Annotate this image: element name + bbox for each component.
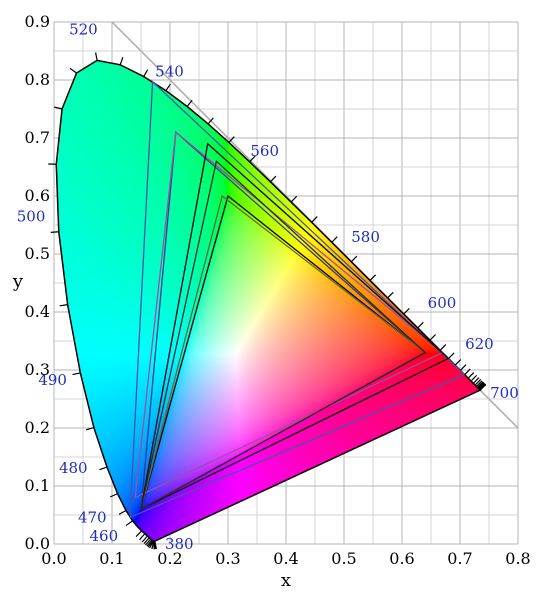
gamut-triangle [134, 130, 444, 499]
wavelength-tick [149, 540, 154, 549]
wavelength-tick [145, 538, 152, 546]
wavelength-tick [290, 195, 298, 203]
wavelength-tick [151, 541, 155, 550]
wavelength-tick [118, 509, 127, 515]
wavelength-label: 700 [490, 384, 519, 402]
y-tick-label: 0.1 [25, 476, 50, 495]
wavelength-label: 580 [351, 228, 380, 246]
wavelength-tick [470, 374, 478, 382]
wavelength-tick [403, 307, 410, 315]
wavelength-tick [143, 69, 149, 77]
gamut-triangles [129, 80, 466, 519]
wavelength-tick [146, 539, 153, 547]
wavelength-tick [249, 155, 256, 163]
spectral-locus [55, 59, 482, 542]
wavelength-tick [85, 427, 95, 431]
wavelength-tick [139, 533, 146, 541]
wavelength-tick [429, 334, 437, 341]
gamut-triangle [129, 80, 466, 519]
wavelength-tick [448, 352, 455, 359]
y-tick-label: 0.4 [25, 302, 50, 321]
wavelength-ticks [48, 52, 487, 550]
wavelength-label: 520 [69, 20, 98, 38]
wavelength-tick [459, 364, 467, 371]
wavelength-tick [141, 535, 148, 543]
wavelength-tick [472, 377, 480, 384]
wavelength-label: 490 [38, 371, 67, 389]
y-tick-label: 0.0 [25, 534, 50, 553]
wavelength-label: 540 [155, 63, 184, 81]
x-tick-label: 0.8 [505, 549, 530, 568]
spectral-locus-layer [55, 59, 482, 542]
wavelength-tick [135, 530, 143, 538]
x-tick-label: 0.3 [215, 549, 240, 568]
y-tick-label: 0.6 [25, 186, 50, 205]
wavelength-tick [119, 57, 124, 66]
wavelength-label: 380 [165, 535, 194, 553]
wavelength-tick [50, 231, 59, 233]
wavelength-tick [125, 520, 133, 526]
y-tick-label: 0.5 [25, 244, 50, 263]
wavelength-tick [165, 83, 171, 92]
x-tick-label: 0.2 [157, 549, 182, 568]
wavelength-tick [476, 381, 484, 388]
wavelength-tick [474, 378, 482, 386]
wavelength-tick [467, 372, 475, 379]
wavelength-tick [72, 372, 81, 376]
wavelength-tick [369, 274, 377, 281]
wavelength-tick [186, 99, 193, 107]
wavelength-tick [95, 52, 98, 61]
wavelength-tick [387, 291, 394, 299]
wavelength-label: 620 [465, 335, 494, 353]
wavelength-label: 560 [250, 142, 279, 160]
wavelength-label: 500 [17, 208, 46, 226]
wavelength-tick [143, 537, 150, 545]
wavelength-label: 600 [428, 294, 457, 312]
wavelength-tick [147, 540, 154, 548]
wavelength-tick [350, 255, 358, 263]
x-tick-label: 0.7 [447, 549, 472, 568]
x-tick-label: 0.4 [273, 549, 298, 568]
wavelength-tick [479, 384, 487, 391]
wavelength-tick [59, 304, 68, 307]
wavelength-tick [69, 67, 77, 74]
wavelength-tick [311, 216, 318, 223]
wavelength-tick [477, 381, 485, 389]
wavelength-tick [475, 380, 483, 387]
y-axis-label: y [12, 271, 24, 292]
x-tick-labels: 0.0 0.1 0.2 0.3 0.4 0.5 0.6 0.7 0.8 [41, 549, 530, 568]
gamut-triangle [140, 142, 450, 511]
wavelength-tick [54, 106, 63, 110]
wavelength-label: 480 [59, 459, 88, 477]
wavelength-label: 470 [78, 508, 107, 526]
y-tick-label: 0.2 [25, 418, 50, 437]
wavelength-tick [228, 136, 235, 143]
y-tick-label: 0.3 [25, 360, 50, 379]
wavelength-tick [207, 117, 214, 125]
wavelength-tick [269, 175, 277, 183]
y-tick-label: 0.7 [25, 128, 50, 147]
y-tick-label: 0.8 [25, 70, 50, 89]
x-axis-label: x [281, 570, 291, 591]
wavelength-tick [331, 236, 338, 243]
wavelength-tick [99, 466, 108, 471]
x-tick-label: 0.0 [41, 549, 66, 568]
x-tick-label: 0.5 [331, 549, 356, 568]
wavelength-tick [109, 493, 118, 498]
x-tick-label: 0.1 [99, 549, 124, 568]
wavelength-tick [417, 321, 424, 329]
gamut-triangle [140, 159, 427, 511]
y-tick-label: 0.9 [25, 12, 50, 31]
wavelength-tick [439, 344, 447, 351]
wavelength-label: 460 [90, 527, 119, 545]
y-tick-labels: 0.0 0.1 0.2 0.3 0.4 0.5 0.6 0.7 0.8 0.9 [25, 12, 50, 553]
x-tick-label: 0.6 [389, 549, 414, 568]
wavelength-tick [464, 368, 471, 376]
wavelength-tick [454, 359, 462, 366]
